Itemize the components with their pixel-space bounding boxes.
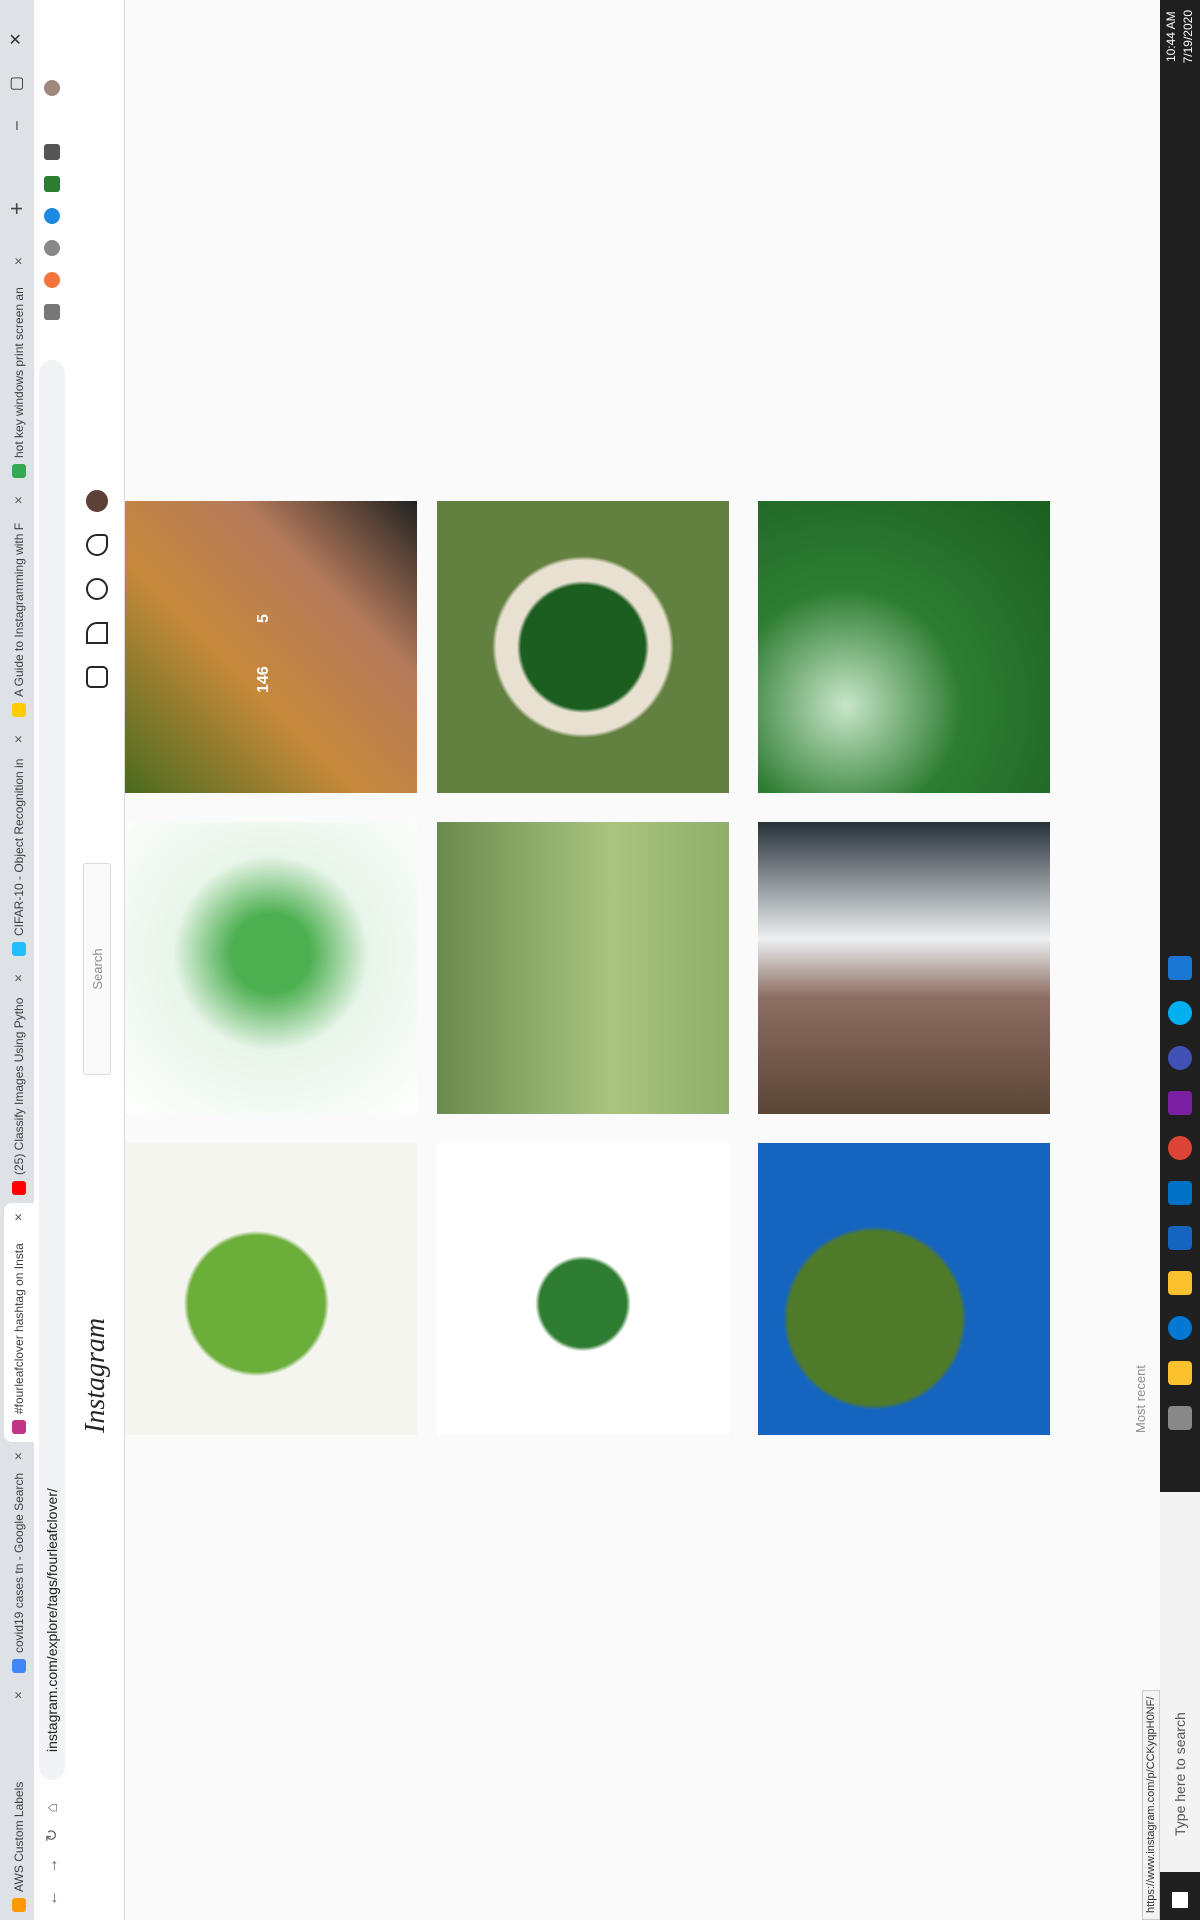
start-button[interactable]	[1172, 1892, 1188, 1908]
app-icon[interactable]	[1168, 1361, 1192, 1385]
app-icon[interactable]	[1168, 956, 1192, 980]
search-box[interactable]: Search	[83, 863, 111, 1075]
instagram-logo[interactable]: Instagram	[80, 1317, 111, 1433]
like-count: 146	[255, 666, 272, 693]
tab[interactable]: AWS Custom Labels ×	[4, 1681, 34, 1920]
tab[interactable]: A Guide to Instagramming with F ×	[4, 486, 34, 725]
comment-count: 5	[255, 614, 272, 623]
tab[interactable]: (25) Classify Images Using Pytho ×	[4, 964, 34, 1203]
clock[interactable]: 10:44 AM 7/19/2020	[1163, 10, 1197, 63]
tab-title: hot key windows print screen an	[12, 287, 26, 458]
activity-icon[interactable]	[86, 534, 108, 556]
profile-icon[interactable]	[86, 490, 108, 512]
tab[interactable]: CIFAR-10 - Object Recognition in ×	[4, 725, 34, 964]
tab-title: AWS Custom Labels	[12, 1781, 26, 1892]
post-tile[interactable]	[125, 1143, 417, 1435]
home-icon[interactable]	[86, 666, 108, 688]
tab-title: CIFAR-10 - Object Recognition in	[12, 758, 26, 936]
date: 7/19/2020	[1181, 10, 1195, 64]
instagram-header: Instagram Search	[70, 0, 125, 1920]
explore-icon[interactable]	[86, 578, 108, 600]
post-tile[interactable]	[125, 822, 417, 1114]
post-tile[interactable]	[437, 822, 729, 1114]
post-tile[interactable]: 146 5	[125, 501, 417, 793]
tab-title: covid19 cases tn - Google Search	[12, 1472, 26, 1653]
app-icon[interactable]	[1168, 1181, 1192, 1205]
post-tile[interactable]	[437, 501, 729, 793]
taskbar: Type here to search 10:44 AM 7/19/2020	[1160, 0, 1200, 1920]
status-url: https://www.instagram.com/p/CCKyqpH0NF/	[1142, 1689, 1160, 1920]
tab-title: #fourleafclover hashtag on Insta	[12, 1243, 26, 1414]
app-icon[interactable]	[1168, 1316, 1192, 1340]
window-controls[interactable]: –▢✕	[8, 2, 25, 130]
time: 10:44 AM	[1164, 11, 1178, 63]
post-tile[interactable]	[758, 822, 1050, 1114]
tab[interactable]: #fourleafclover hashtag on Insta ×	[4, 1203, 34, 1442]
app-icon[interactable]	[1168, 1406, 1192, 1430]
new-tab[interactable]: +	[4, 202, 29, 215]
url-field[interactable]: instagram.com/explore/tags/fourleafclove…	[39, 360, 65, 1780]
post-tile[interactable]	[437, 1143, 729, 1435]
tab-title: (25) Classify Images Using Pytho	[12, 997, 26, 1175]
extension-icons	[44, 20, 60, 320]
app-icon[interactable]	[1168, 1091, 1192, 1115]
taskbar-search[interactable]: Type here to search	[1160, 1492, 1200, 1872]
tab-title: A Guide to Instagramming with F	[12, 522, 26, 697]
app-icon[interactable]	[1168, 1271, 1192, 1295]
app-icon[interactable]	[1168, 1046, 1192, 1070]
tab-bar: AWS Custom Labels × covid19 cases tn - Go…	[0, 0, 34, 1920]
app-icon[interactable]	[1168, 1136, 1192, 1160]
app-icon[interactable]	[1168, 1001, 1192, 1025]
address-bar: ←→↻⌂ instagram.com/explore/tags/fourleaf…	[34, 0, 71, 1920]
section-label: Most recent	[1133, 1365, 1148, 1433]
nav-buttons[interactable]: ←→↻⌂	[44, 1786, 61, 1906]
tab[interactable]: covid19 cases tn - Google Search ×	[4, 1442, 34, 1681]
post-tile[interactable]	[758, 1143, 1050, 1435]
direct-icon[interactable]	[86, 622, 108, 644]
app-icon[interactable]	[1168, 1226, 1192, 1250]
tab[interactable]: hot key windows print screen an ×	[4, 247, 34, 486]
instagram-page: Instagram Search 146 5 Most recent https…	[70, 0, 1160, 1920]
post-tile[interactable]	[758, 501, 1050, 793]
